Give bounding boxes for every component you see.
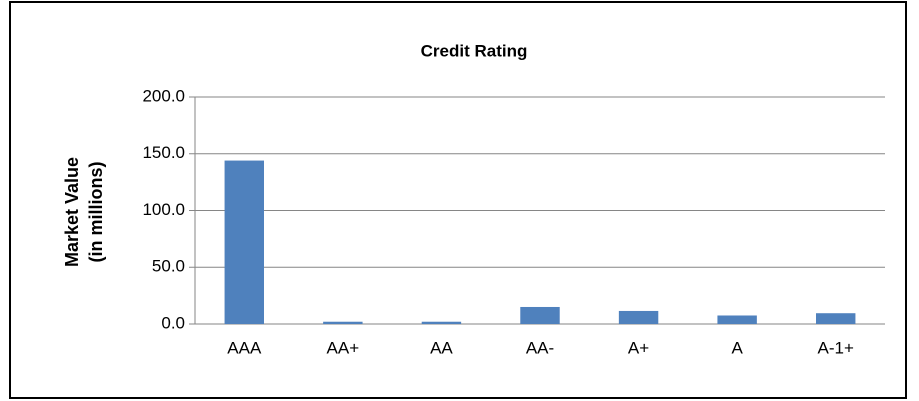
x-tick-label: AA <box>430 338 453 357</box>
y-axis-title-line: Market Value <box>62 157 82 267</box>
bar <box>421 321 462 324</box>
x-tick-label: AAA <box>227 338 262 357</box>
bar <box>224 160 264 324</box>
y-tick-label: 200.0 <box>142 86 185 105</box>
bar <box>520 306 560 324</box>
x-tick-label: A+ <box>628 338 649 357</box>
chart-frame <box>9 1 907 399</box>
x-tick-label: A <box>731 338 743 357</box>
bar <box>816 313 856 324</box>
y-tick-label: 50.0 <box>152 257 185 276</box>
bar <box>618 310 659 324</box>
x-tick-label: A-1+ <box>818 338 854 357</box>
y-axis-title: Market Value (in millions) <box>62 157 106 267</box>
y-tick-label: 150.0 <box>142 143 185 162</box>
y-axis-title-line: (in millions) <box>86 161 106 262</box>
y-tick-label: 0.0 <box>161 313 185 332</box>
bar <box>323 321 363 324</box>
x-tick-label: AA- <box>526 338 554 357</box>
x-tick-label: AA+ <box>327 338 360 357</box>
chart-title: Credit Rating <box>421 41 528 60</box>
bar <box>717 315 757 324</box>
y-tick-label: 100.0 <box>142 200 185 219</box>
